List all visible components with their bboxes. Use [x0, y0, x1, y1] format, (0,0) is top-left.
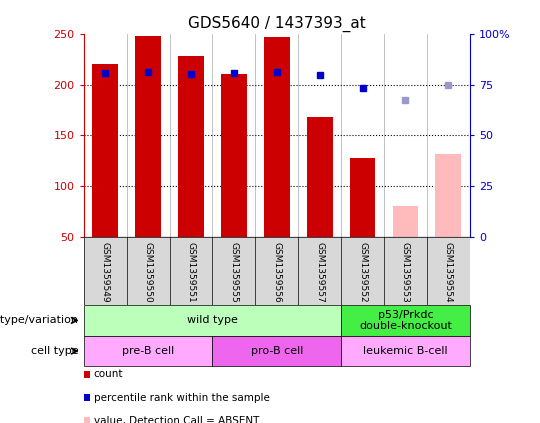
Bar	[84, 336, 212, 366]
Bar	[92, 64, 118, 237]
Text: GSM1359555: GSM1359555	[230, 242, 238, 303]
Bar	[264, 37, 289, 237]
Text: GSM1359556: GSM1359556	[272, 242, 281, 303]
Bar	[350, 158, 375, 237]
Text: GSM1359553: GSM1359553	[401, 242, 410, 303]
Bar	[135, 36, 161, 237]
Bar	[178, 56, 204, 237]
Bar	[307, 117, 333, 237]
Text: count: count	[94, 369, 123, 379]
Text: pro-B cell: pro-B cell	[251, 346, 303, 356]
Text: GSM1359557: GSM1359557	[315, 242, 324, 303]
Text: GSM1359551: GSM1359551	[186, 242, 195, 303]
Text: p53/Prkdc
double-knockout: p53/Prkdc double-knockout	[359, 310, 452, 331]
Bar	[221, 74, 247, 237]
Text: leukemic B-cell: leukemic B-cell	[363, 346, 448, 356]
Text: value, Detection Call = ABSENT: value, Detection Call = ABSENT	[94, 416, 259, 423]
Text: wild type: wild type	[187, 316, 238, 325]
Bar	[393, 206, 418, 237]
Text: GSM1359550: GSM1359550	[144, 242, 153, 303]
Text: percentile rank within the sample: percentile rank within the sample	[94, 393, 269, 403]
Text: genotype/variation: genotype/variation	[0, 316, 78, 325]
Bar	[341, 305, 470, 336]
Bar	[212, 336, 341, 366]
Text: cell type: cell type	[31, 346, 78, 356]
Bar	[435, 154, 461, 237]
Text: GSM1359549: GSM1359549	[100, 242, 110, 303]
Bar	[341, 336, 470, 366]
Text: GSM1359554: GSM1359554	[444, 242, 453, 303]
Text: GSM1359552: GSM1359552	[358, 242, 367, 303]
Title: GDS5640 / 1437393_at: GDS5640 / 1437393_at	[188, 16, 366, 33]
Text: pre-B cell: pre-B cell	[122, 346, 174, 356]
Bar	[84, 305, 341, 336]
